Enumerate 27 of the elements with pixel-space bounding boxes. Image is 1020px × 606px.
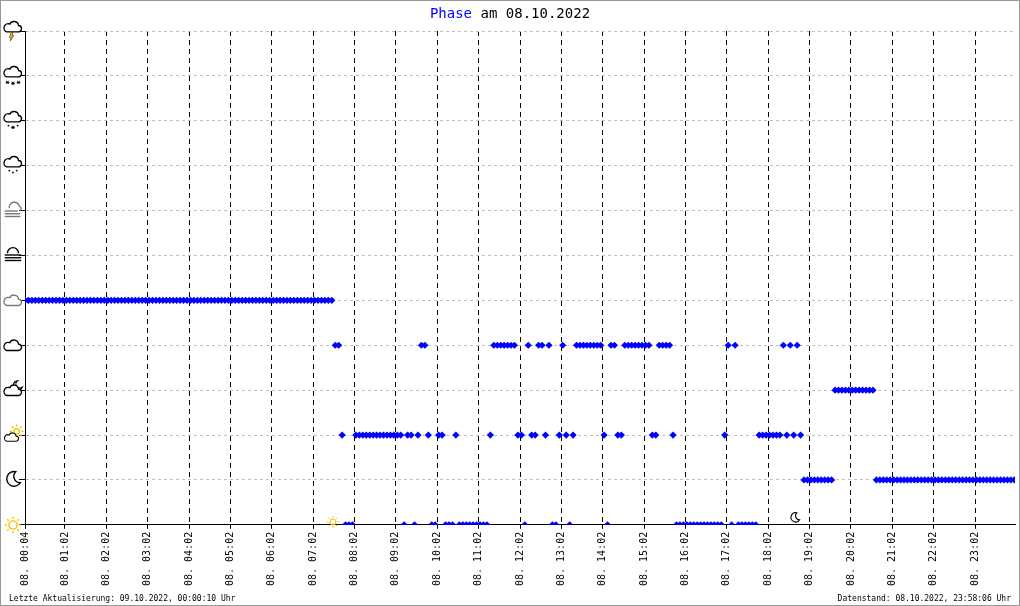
x-tick-label: 08. 11:02: [472, 531, 484, 586]
x-tick-label: 08. 00:04: [18, 531, 30, 586]
x-tick-label: 08. 21:02: [885, 531, 897, 586]
text: Datenstand: 08.10.2022, 23:58:06 Uhr: [837, 594, 1011, 603]
x-tick-label: 08. 05:02: [224, 531, 236, 586]
x-tick-label: 08. 03:02: [141, 531, 153, 586]
x-tick-label: 08. 06:02: [265, 531, 277, 586]
x-tick-label: 08. 23:02: [968, 531, 980, 586]
x-tick-label: 08. 08:02: [348, 531, 360, 586]
x-tick-label: 08. 22:02: [927, 531, 939, 586]
x-tick-label: 08. 16:02: [679, 531, 691, 586]
x-tick-label: 08. 09:02: [389, 531, 401, 586]
x-tick-label: 08. 19:02: [803, 531, 815, 586]
x-tick-label: 08. 15:02: [637, 531, 649, 586]
x-tick-label: 08. 14:02: [596, 531, 608, 586]
x-tick-label: 08. 12:02: [513, 531, 525, 586]
chart-title: Phase am 08.10.2022: [429, 5, 591, 21]
text: Letzte Aktualisierung: 09.10.2022, 00:00:10 Uhr: [9, 594, 236, 603]
x-tick-label: 08. 18:02: [761, 531, 773, 586]
x-tick-label: 08. 17:02: [720, 531, 732, 586]
x-tick-label: 08. 02:02: [99, 531, 111, 586]
x-tick-label: 08. 13:02: [554, 531, 566, 586]
x-tick-label: 08. 01:02: [58, 531, 70, 586]
x-tick-label: 08. 20:02: [844, 531, 856, 586]
x-tick-label: 08. 10:02: [430, 531, 442, 586]
x-tick-label: 08. 07:02: [306, 531, 318, 586]
x-tick-label: 08. 04:02: [182, 531, 194, 586]
